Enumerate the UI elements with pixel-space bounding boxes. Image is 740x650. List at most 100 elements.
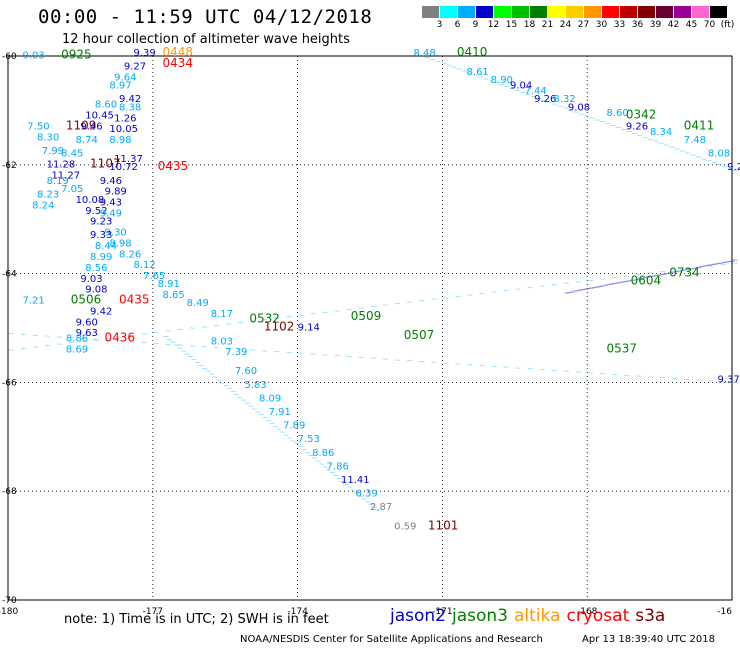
track-mark: ~ bbox=[679, 146, 686, 155]
track-mark: ~ bbox=[711, 158, 718, 167]
track-mark: ~ bbox=[290, 436, 297, 445]
track-mark: ~ bbox=[350, 486, 357, 495]
track-mark: ~ bbox=[187, 352, 194, 361]
track-mark: ~ bbox=[272, 422, 279, 431]
track-mark: ~ bbox=[332, 471, 339, 480]
footnote: note: 1) Time is in UTC; 2) SWH is in fe… bbox=[64, 612, 329, 627]
track-mark: ~ bbox=[219, 378, 226, 387]
color-swatch bbox=[422, 6, 439, 18]
wave-height-value: 9.46 bbox=[100, 176, 122, 187]
wave-height-value: 8.69 bbox=[66, 344, 88, 355]
pass-time-label: 0506 bbox=[71, 293, 102, 307]
track-mark: ~ bbox=[587, 276, 594, 285]
wave-height-value: 2.87 bbox=[370, 502, 392, 513]
track-mark: ~ bbox=[588, 283, 595, 292]
track-mark: ~ bbox=[382, 301, 389, 310]
track-mark: ~ bbox=[44, 332, 51, 341]
track-mark: ~ bbox=[642, 273, 649, 282]
track-mark: ~ bbox=[394, 355, 401, 364]
chart-title: 00:00 - 11:59 UTC 04/12/2018 bbox=[38, 6, 373, 28]
satellite-legend-entry: altika bbox=[514, 606, 561, 626]
pass-time-label: 0436 bbox=[105, 331, 136, 345]
track-mark: ~ bbox=[456, 65, 463, 74]
wave-height-value: 8.98 bbox=[109, 135, 131, 146]
track-mark: ~ bbox=[653, 271, 660, 280]
track-mark: ~ bbox=[129, 337, 136, 346]
track-mark: ~ bbox=[170, 338, 177, 347]
pass-time-label: 0435 bbox=[158, 159, 189, 173]
track-mark: ~ bbox=[249, 316, 256, 325]
track-mark: ~ bbox=[201, 322, 208, 331]
track-mark: ~ bbox=[660, 373, 667, 382]
track-mark: ~ bbox=[676, 267, 683, 276]
track-mark: ~ bbox=[413, 49, 420, 58]
track-mark: ~ bbox=[662, 269, 669, 278]
wave-height-value: 7.39 bbox=[225, 347, 247, 358]
track-mark: ~ bbox=[539, 365, 546, 374]
track-mark: ~ bbox=[724, 257, 731, 266]
track-mark: ~ bbox=[599, 274, 606, 283]
track-mark: ~ bbox=[233, 390, 240, 399]
wave-height-value: 8.60 bbox=[95, 100, 117, 111]
track-mark: ~ bbox=[205, 367, 212, 376]
color-swatch bbox=[494, 6, 511, 18]
map-frame bbox=[7, 55, 733, 601]
track-mark: ~ bbox=[690, 264, 697, 273]
lon-tick-label: -168 bbox=[577, 607, 598, 617]
wave-height-value: 7.53 bbox=[298, 434, 320, 445]
wave-height-value: 6.39 bbox=[356, 489, 378, 500]
track-mark: ~ bbox=[177, 343, 184, 352]
track-mark: ~ bbox=[254, 407, 261, 416]
track-mark: ~ bbox=[594, 282, 601, 291]
wave-height-value: 8.90 bbox=[491, 75, 513, 86]
lat-tick-label: -64 bbox=[2, 270, 17, 280]
track-mark: ~ bbox=[721, 258, 728, 267]
track-mark: ~ bbox=[237, 318, 244, 327]
track-mark: ~ bbox=[551, 280, 558, 289]
track-mark: ~ bbox=[479, 289, 486, 298]
track-mark: ~ bbox=[684, 148, 691, 157]
wave-height-value: 7.50 bbox=[27, 121, 49, 132]
track-mark: ~ bbox=[173, 341, 180, 350]
track-mark: ~ bbox=[406, 356, 413, 365]
color-scale-label: 15 bbox=[505, 20, 518, 30]
wave-height-value: 7.91 bbox=[269, 407, 291, 418]
wave-height-value: 8.98 bbox=[109, 238, 131, 249]
track-mark: ~ bbox=[357, 491, 364, 500]
track-mark: ~ bbox=[418, 357, 425, 366]
track-mark: ~ bbox=[572, 287, 579, 296]
wave-height-value: 7.48 bbox=[684, 135, 706, 146]
track-mark: ~ bbox=[536, 94, 543, 103]
track-mark: ~ bbox=[419, 51, 426, 60]
wave-height-value: 8.60 bbox=[607, 108, 629, 119]
track-mark: ~ bbox=[346, 305, 353, 314]
track-mark: ~ bbox=[557, 102, 564, 111]
wave-height-value: 8.26 bbox=[119, 249, 141, 260]
wave-height-value: 9.42 bbox=[90, 306, 112, 317]
track-mark: ~ bbox=[92, 335, 99, 344]
track-mark: ~ bbox=[322, 462, 329, 471]
track-mark: ~ bbox=[631, 129, 638, 138]
track-mark: ~ bbox=[141, 338, 148, 347]
track-mark: ~ bbox=[503, 286, 510, 295]
lat-tick-label: -66 bbox=[2, 378, 17, 388]
track-mark: ~ bbox=[698, 262, 705, 271]
track-mark: ~ bbox=[551, 100, 558, 109]
satellite-legend-entry: cryosat bbox=[566, 606, 630, 626]
wave-height-value: 8.44 bbox=[95, 241, 117, 252]
track-mark: ~ bbox=[610, 121, 617, 130]
color-swatch bbox=[476, 6, 493, 18]
track-mark: ~ bbox=[467, 68, 474, 77]
track-mark: ~ bbox=[32, 331, 39, 340]
track-mark: ~ bbox=[488, 76, 495, 85]
track-mark: ~ bbox=[709, 260, 716, 269]
color-swatch bbox=[656, 6, 673, 18]
wave-height-value: 9.08 bbox=[568, 102, 590, 113]
color-scale-label: 24 bbox=[559, 20, 572, 30]
track-mark: ~ bbox=[652, 137, 659, 146]
wave-height-value: 10.05 bbox=[109, 124, 138, 135]
track-mark: ~ bbox=[611, 273, 618, 282]
track-mark: ~ bbox=[80, 334, 87, 343]
track-mark: ~ bbox=[672, 374, 679, 383]
track-mark: ~ bbox=[623, 371, 630, 380]
